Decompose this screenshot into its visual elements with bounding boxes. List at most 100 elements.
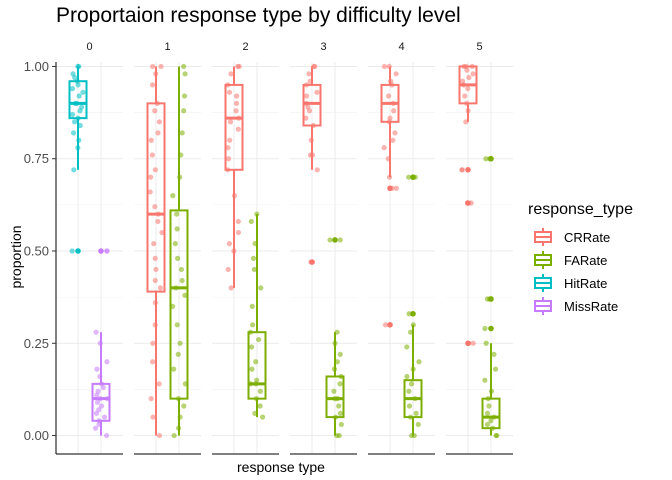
y-axis-title: proportion [8,225,24,288]
data-point [177,340,183,346]
data-point [71,167,77,173]
y-tick-label: 0.50 [24,244,49,259]
data-point [381,145,387,151]
data-point [152,167,158,173]
y-tick-label: 0.00 [24,428,49,443]
data-point [303,115,309,121]
data-point [104,248,110,254]
data-point [233,108,239,114]
data-point [181,108,187,114]
data-point [171,432,177,439]
data-point [148,174,154,180]
data-point [71,119,78,125]
data-point [494,432,500,439]
data-point [236,63,242,70]
data-point [101,414,108,420]
data-point [174,322,180,328]
data-point [235,218,241,225]
data-point [94,366,100,372]
data-point [483,156,489,162]
data-point [306,108,313,114]
box-CRRate-2 [224,66,244,288]
data-point [382,322,389,328]
legend-entry-HitRate: HitRate [530,273,607,293]
outlier-point [488,325,494,332]
data-point [327,237,333,243]
data-point [226,89,233,95]
data-point [466,74,472,81]
data-point [181,403,187,409]
legend-title: response_type [528,201,633,218]
data-point [406,174,412,180]
data-point [156,119,162,125]
legend-label: MissRate [564,299,618,314]
outlier-point [332,237,338,243]
facet-panel-1: 1 [134,41,201,455]
data-point [303,93,310,99]
box-iqr [68,80,88,120]
data-point [94,399,101,405]
data-point [404,373,410,380]
facet-panel-2: 2 [212,41,279,455]
data-point [336,432,342,439]
box-FARate-2 [247,214,267,418]
box-HitRate-0 [68,66,88,254]
data-point [149,152,156,158]
data-point [258,285,264,291]
data-point [157,285,163,291]
data-point [484,410,491,416]
data-point [337,351,343,357]
data-point [99,403,105,409]
outlier-point [387,185,393,192]
box-FARate-4 [403,174,423,436]
data-point [482,325,488,332]
data-point [227,137,233,143]
data-point [225,145,231,151]
facet-label: 1 [164,41,170,53]
data-point [393,185,399,191]
data-point [171,366,177,372]
data-point [80,89,86,95]
data-point [158,63,164,70]
box-FARate-1 [169,66,189,436]
box-iqr [224,83,244,171]
data-point [148,396,154,402]
y-tick-label: 1.00 [24,59,49,74]
data-point [234,93,240,99]
data-point [235,229,242,236]
data-point [178,266,185,273]
x-axis-title: response type [237,459,325,475]
data-point [153,266,159,273]
data-point [482,377,488,383]
data-point [249,344,255,350]
facet-panel-0: 0 [56,41,123,455]
data-point [147,189,153,195]
data-point [225,266,231,273]
data-point [152,255,158,261]
data-point [174,226,180,232]
data-point [175,255,181,261]
data-point [249,303,255,309]
facet-label: 4 [398,41,404,53]
y-tick-label: 0.75 [24,151,49,166]
box-CRRate-5 [458,65,478,347]
outlier-point [410,174,416,180]
facet-label: 2 [242,41,248,53]
facet-label: 0 [86,41,92,53]
data-point [306,71,312,77]
data-point [179,277,185,284]
data-point [226,241,232,247]
data-point [392,130,398,136]
facet-label: 3 [320,41,326,53]
data-point [174,211,180,217]
facet-label: 5 [476,41,482,53]
data-point [407,329,414,335]
outlier-point [410,310,416,317]
legend-label: FARate [564,253,607,268]
data-point [181,63,187,70]
box-MissRate-0 [91,248,111,436]
data-point [251,266,257,273]
facet-panel-4: 4 [368,41,435,455]
data-point [391,108,397,114]
data-point [416,359,422,365]
